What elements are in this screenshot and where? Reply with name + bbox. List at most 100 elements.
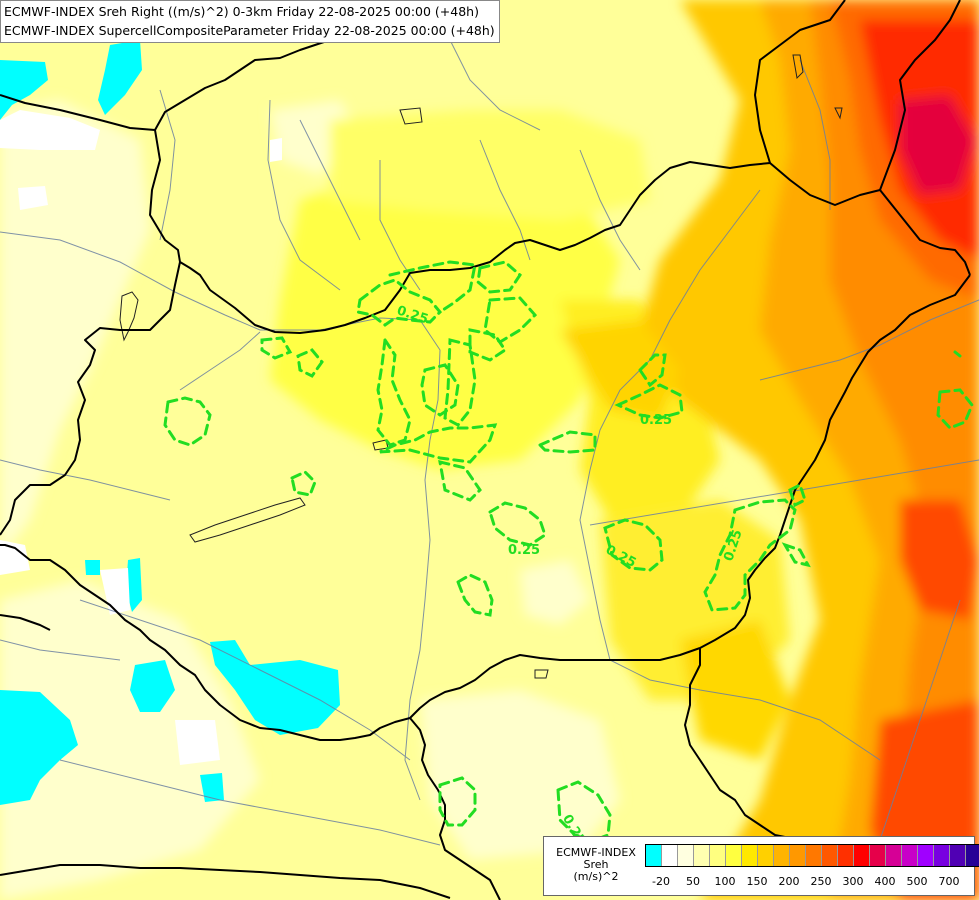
border-hu-rs	[0, 544, 701, 741]
river-west1	[0, 459, 171, 501]
legend-swatch	[790, 845, 806, 866]
river-drava	[79, 599, 411, 761]
scp-contour-24	[936, 388, 974, 430]
river-somes	[759, 299, 979, 381]
river-mures	[589, 459, 979, 526]
legend-tick-label: 400	[874, 875, 896, 888]
scp-contour-26	[438, 776, 477, 827]
scp-contour-21	[703, 498, 797, 612]
legend-swatch	[918, 845, 934, 866]
border-rs-ro	[684, 648, 801, 841]
river-morava	[159, 89, 176, 241]
scp-contour-19	[603, 518, 664, 572]
lakes	[119, 54, 843, 679]
cyan-patch-w4	[0, 690, 78, 805]
legend-swatch	[966, 845, 979, 866]
lake-small5	[534, 669, 549, 679]
legend-swatch	[646, 845, 662, 866]
legend-tick-label: 50	[686, 875, 700, 888]
field-orange-midnorth	[560, 320, 680, 420]
lake-small3	[834, 107, 843, 120]
river-danube	[0, 231, 441, 801]
legend-title-line1: ECMWF-INDEX	[556, 846, 636, 859]
scp-contour-6	[476, 260, 522, 294]
scp-contour-13	[438, 460, 482, 502]
border-hr-ba	[0, 864, 451, 899]
scp-contour-14	[537, 430, 597, 454]
white-patch-w4	[175, 720, 220, 765]
legend-ticks: -20 50 100 150 200 250 300 400 500 700	[645, 875, 975, 889]
lake-neusiedl	[119, 291, 139, 342]
river-north3	[479, 139, 531, 261]
border-pl-ua	[754, 0, 846, 164]
legend-swatch	[742, 845, 758, 866]
field-white-patches	[0, 110, 282, 765]
scp-contour-11	[443, 338, 477, 427]
field-red-east	[900, 500, 979, 620]
field-deepred-northeast	[900, 95, 975, 195]
lake-balaton	[189, 497, 306, 543]
scp-contour-3	[296, 348, 324, 378]
legend-swatch	[806, 845, 822, 866]
border-at-si	[0, 614, 51, 631]
map-title-sreh: ECMWF-INDEX Sreh Right ((m/s)^2) 0-3km F…	[4, 4, 479, 19]
legend-tick-label: 150	[746, 875, 768, 888]
border-cz-sk-at	[0, 94, 971, 334]
map-title-box: ECMWF-INDEX Sreh Right ((m/s)^2) 0-3km F…	[0, 0, 500, 43]
scp-contour-22	[788, 482, 807, 508]
legend-swatch	[678, 845, 694, 866]
map-title-scp: ECMWF-INDEX SupercellCompositeParameter …	[4, 23, 495, 38]
field-pale-southwest	[0, 580, 260, 900]
legend-swatch	[854, 845, 870, 866]
field-orange-southcenter	[680, 620, 790, 760]
legend-tick-label: 700	[938, 875, 960, 888]
scp-contour-12	[379, 423, 498, 464]
scp-contour-2	[260, 336, 293, 360]
border-hu-west	[0, 261, 181, 536]
legend-swatch	[710, 845, 726, 866]
legend-swatches	[645, 844, 979, 867]
legend-title-line2: Sreh	[583, 858, 609, 871]
scp-contour-4	[356, 278, 443, 327]
scp-contour-10	[420, 363, 460, 417]
legend-title: ECMWF-INDEX Sreh (m/s)^2	[550, 847, 642, 883]
scp-contour-27	[556, 780, 612, 842]
legend-swatch	[822, 845, 838, 866]
lake-small2	[792, 54, 804, 80]
scp-contour-23	[781, 542, 811, 568]
river-north1	[267, 99, 341, 291]
legend-tick-label: 500	[906, 875, 928, 888]
legend-tick-label: 200	[778, 875, 800, 888]
color-legend: ECMWF-INDEX Sreh (m/s)^2 -20 50 100 150 200 2…	[543, 836, 979, 896]
cyan-patch-w3	[130, 660, 175, 712]
legend-swatch	[838, 845, 854, 866]
lake-small1	[399, 107, 423, 125]
border-rs-hr	[409, 717, 501, 900]
river-east-ukr	[799, 59, 831, 210]
scp-contour-15	[614, 383, 684, 420]
river-west2	[0, 639, 121, 661]
scp-contour-7	[483, 296, 538, 344]
scp-contour-16	[638, 353, 667, 388]
legend-swatch	[934, 845, 950, 866]
cyan-patch-nw1	[0, 60, 48, 120]
river-north2	[379, 160, 421, 291]
cyan-patch-w1	[126, 558, 142, 612]
river-tisza	[579, 189, 761, 661]
scp-contour-9	[376, 335, 412, 447]
legend-swatch	[950, 845, 966, 866]
legend-title-line3: (m/s)^2	[573, 870, 619, 883]
scp-contour-17	[290, 470, 317, 497]
cyan-patch-w2	[210, 640, 340, 735]
river-north4	[579, 149, 641, 271]
legend-swatch	[726, 845, 742, 866]
white-patch-w5	[270, 138, 282, 162]
legend-swatch	[902, 845, 918, 866]
white-patch-w1	[18, 186, 48, 210]
white-patch-w2	[0, 540, 30, 575]
legend-tick-label: -20	[652, 875, 670, 888]
field-cyan-patches	[0, 40, 340, 805]
contour-label: 0.25	[640, 413, 672, 428]
